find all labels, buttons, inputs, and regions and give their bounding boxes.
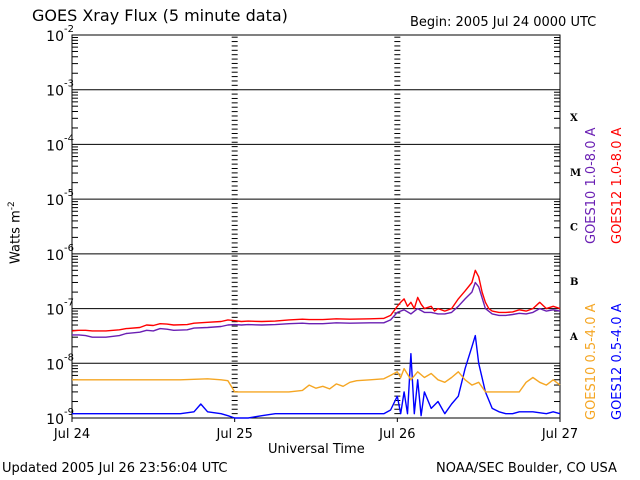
series-line-2 bbox=[72, 367, 561, 393]
credit-text: NOAA/SEC Boulder, CO USA bbox=[436, 461, 617, 476]
chart-title: GOES Xray Flux (5 minute data) bbox=[32, 6, 288, 25]
x-tick-label: Jul 27 bbox=[541, 427, 578, 442]
y-tick-exponent: -7 bbox=[64, 298, 74, 309]
y-tick-label: 10 bbox=[46, 412, 64, 428]
begin-time: Begin: 2005 Jul 24 0000 UTC bbox=[410, 15, 597, 30]
y-tick-exponent: -3 bbox=[64, 79, 74, 90]
y-tick-exponent: -2 bbox=[64, 24, 74, 35]
y-axis-label: Watts m-2 bbox=[7, 201, 24, 264]
y-tick-exponent: -6 bbox=[64, 243, 74, 254]
y-tick-label: 10 bbox=[46, 357, 64, 373]
legend-goes12-short: GOES12 0.5-4.0 A bbox=[610, 303, 625, 420]
y-tick-label: 10 bbox=[46, 193, 64, 209]
flare-class-label: C bbox=[570, 223, 578, 234]
legend-goes12-long: GOES12 1.0-8.0 A bbox=[610, 127, 625, 244]
y-tick-label: 10 bbox=[46, 138, 64, 154]
y-tick-exponent: -8 bbox=[64, 352, 74, 363]
x-tick-label: Jul 25 bbox=[215, 427, 252, 442]
y-tick-label: 10 bbox=[46, 29, 64, 45]
flare-class-label: M bbox=[570, 168, 581, 179]
x-axis-label: Universal Time bbox=[268, 442, 365, 457]
series-line-1 bbox=[72, 281, 561, 338]
flare-class-label: B bbox=[570, 277, 578, 288]
y-tick-label: 10 bbox=[46, 303, 64, 319]
y-axis-label-exp: -2 bbox=[7, 201, 17, 211]
plot-frame bbox=[71, 34, 561, 419]
y-tick-label: 10 bbox=[46, 84, 64, 100]
y-tick-exponent: -9 bbox=[64, 407, 74, 418]
series-line-3 bbox=[72, 334, 561, 419]
x-tick-label: Jul 26 bbox=[378, 427, 415, 442]
updated-timestamp: Updated 2005 Jul 26 23:56:04 UTC bbox=[2, 461, 228, 476]
series-line-0 bbox=[71, 269, 561, 332]
y-tick-exponent: -5 bbox=[64, 188, 74, 199]
flare-class-label: A bbox=[569, 332, 578, 343]
x-tick-label: Jul 24 bbox=[53, 427, 90, 442]
legend-goes10-long: GOES10 1.0-8.0 A bbox=[584, 127, 599, 244]
y-tick-label: 10 bbox=[46, 248, 64, 264]
legend-goes10-short: GOES10 0.5-4.0 A bbox=[584, 303, 599, 420]
y-axis-label-text: Watts m bbox=[8, 210, 24, 264]
flare-class-label: X bbox=[570, 113, 578, 124]
y-tick-exponent: -4 bbox=[64, 133, 74, 144]
